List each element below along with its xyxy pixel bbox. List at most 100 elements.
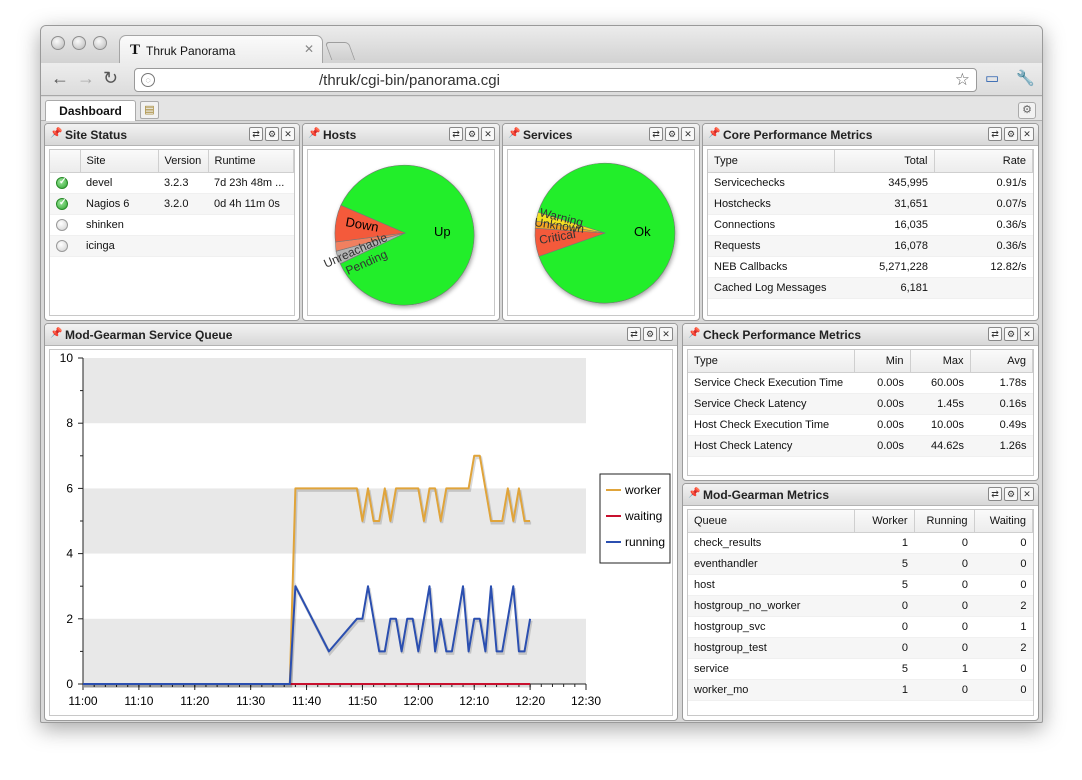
refresh-icon[interactable]: ⇄ xyxy=(988,487,1002,501)
column-header-max[interactable]: Max xyxy=(910,350,971,373)
new-tab-button[interactable] xyxy=(324,42,356,60)
table-row[interactable]: Hostchecks 31,651 0.07/s xyxy=(708,193,1033,215)
table-row[interactable]: Service Check Execution Time 0.00s 60.00s 1… xyxy=(688,372,1033,394)
table-row[interactable]: check_results 1 0 0 xyxy=(688,532,1033,554)
settings-icon[interactable]: ⚙ xyxy=(643,327,657,341)
table-row[interactable]: shinken xyxy=(50,214,294,236)
series-line-running xyxy=(83,585,532,685)
table-row[interactable]: hostgroup_svc 0 0 1 xyxy=(688,616,1033,638)
tab-close-icon[interactable]: ✕ xyxy=(303,42,314,56)
pin-icon[interactable]: 📌 xyxy=(308,128,321,139)
close-icon[interactable]: ✕ xyxy=(481,127,495,141)
close-icon[interactable]: ✕ xyxy=(659,327,673,341)
page-action-icon[interactable]: ▭ xyxy=(985,70,1000,87)
settings-icon[interactable]: ⚙ xyxy=(265,127,279,141)
add-tab-icon[interactable]: ▤ xyxy=(140,101,159,119)
table-row[interactable]: Host Check Latency 0.00s 44.62s 1.26s xyxy=(688,435,1033,457)
pin-icon[interactable]: 📌 xyxy=(708,128,721,139)
column-header-waiting[interactable]: Waiting xyxy=(974,510,1033,533)
forward-arrow-icon[interactable]: → xyxy=(77,68,95,88)
table-row[interactable]: service 5 1 0 xyxy=(688,658,1033,680)
close-icon[interactable]: ✕ xyxy=(1020,487,1034,501)
column-header-running[interactable]: Running xyxy=(914,510,975,533)
cell-runtime: 7d 23h 48m ... xyxy=(208,172,294,194)
settings-icon[interactable]: ⚙ xyxy=(665,127,679,141)
refresh-icon[interactable]: ⇄ xyxy=(988,327,1002,341)
column-header-worker[interactable]: Worker xyxy=(854,510,915,533)
back-arrow-icon[interactable]: ← xyxy=(51,68,69,88)
close-icon[interactable]: ✕ xyxy=(1020,127,1034,141)
wrench-icon[interactable]: 🔧 xyxy=(1016,70,1035,87)
cell-worker: 0 xyxy=(854,637,914,659)
settings-icon[interactable]: ⚙ xyxy=(1004,127,1018,141)
hosts-pie-chart: Up Down Unreachable Pending xyxy=(322,164,475,306)
table-row[interactable]: Servicechecks 345,995 0.91/s xyxy=(708,172,1033,194)
cell-rate: 0.36/s xyxy=(934,235,1033,257)
pin-icon[interactable]: 📌 xyxy=(688,328,701,339)
table-row[interactable]: Service Check Latency 0.00s 1.45s 0.16s xyxy=(688,393,1033,415)
browser-tab[interactable]: T Thruk Panorama ✕ xyxy=(119,35,323,64)
settings-icon[interactable]: ⚙ xyxy=(465,127,479,141)
pie-slice-up[interactable] xyxy=(339,164,475,306)
pin-icon[interactable]: 📌 xyxy=(50,128,63,139)
close-icon[interactable]: ✕ xyxy=(1020,327,1034,341)
cell-status xyxy=(50,214,80,236)
pie-slice-down[interactable] xyxy=(334,204,407,243)
panel-header: 📌 Services ⇄ ⚙ ✕ xyxy=(503,124,699,146)
bookmark-star-icon[interactable]: ☆ xyxy=(954,70,970,89)
table-row[interactable]: hostgroup_no_worker 0 0 2 xyxy=(688,595,1033,617)
refresh-icon[interactable]: ⇄ xyxy=(627,327,641,341)
pie-slice-warning[interactable] xyxy=(535,211,606,234)
cell-type: Host Check Latency xyxy=(688,435,854,457)
table-row[interactable]: host 5 0 0 xyxy=(688,574,1033,596)
gearman-metrics-table: Queue Worker Running Waiting check_resul… xyxy=(688,510,1033,701)
table-row[interactable]: Cached Log Messages 6,181 xyxy=(708,277,1033,299)
settings-gear-icon[interactable]: ⚙ xyxy=(1018,102,1036,119)
address-bar[interactable]: ◌ /thruk/cgi-bin/panorama.cgi ☆ xyxy=(134,68,977,92)
column-header-runtime[interactable]: Runtime xyxy=(208,150,294,173)
close-window-button[interactable] xyxy=(51,36,65,50)
tab-dashboard[interactable]: Dashboard xyxy=(45,100,136,121)
column-header-status[interactable] xyxy=(50,150,81,173)
refresh-icon[interactable]: ⇄ xyxy=(988,127,1002,141)
close-icon[interactable]: ✕ xyxy=(681,127,695,141)
column-header-total[interactable]: Total xyxy=(834,150,935,173)
globe-icon: ◌ xyxy=(141,73,155,87)
table-row[interactable]: icinga xyxy=(50,235,294,257)
check-metrics-table: Type Min Max Avg Service Check Execution… xyxy=(688,350,1033,457)
table-row[interactable]: Nagios 63.2.00d 4h 11m 0s xyxy=(50,193,294,215)
refresh-icon[interactable]: ⇄ xyxy=(449,127,463,141)
pin-icon[interactable]: 📌 xyxy=(50,328,63,339)
column-header-avg[interactable]: Avg xyxy=(970,350,1033,373)
x-tick-label: 12:10 xyxy=(459,694,489,708)
cell-avg: 0.16s xyxy=(970,393,1033,415)
refresh-icon[interactable]: ⇄ xyxy=(249,127,263,141)
table-row[interactable]: Requests 16,078 0.36/s xyxy=(708,235,1033,257)
zoom-window-button[interactable] xyxy=(93,36,107,50)
column-header-version[interactable]: Version xyxy=(158,150,209,173)
refresh-icon[interactable]: ⇄ xyxy=(649,127,663,141)
column-header-type[interactable]: Type xyxy=(688,350,855,373)
table-row[interactable]: eventhandler 5 0 0 xyxy=(688,553,1033,575)
pin-icon[interactable]: 📌 xyxy=(688,488,701,499)
minimize-window-button[interactable] xyxy=(72,36,86,50)
table-row[interactable]: NEB Callbacks 5,271,228 12.82/s xyxy=(708,256,1033,278)
table-row[interactable]: worker_mo 1 0 0 xyxy=(688,679,1033,701)
column-header-type[interactable]: Type xyxy=(708,150,835,173)
table-row[interactable]: hostgroup_test 0 0 2 xyxy=(688,637,1033,659)
settings-icon[interactable]: ⚙ xyxy=(1004,487,1018,501)
cell-max: 1.45s xyxy=(910,393,970,415)
cell-running: 0 xyxy=(914,679,974,701)
table-row[interactable]: Host Check Execution Time 0.00s 10.00s 0.49… xyxy=(688,414,1033,436)
column-header-queue[interactable]: Queue xyxy=(688,510,855,533)
table-row[interactable]: Connections 16,035 0.36/s xyxy=(708,214,1033,236)
column-header-site[interactable]: Site xyxy=(80,150,159,173)
reload-icon[interactable]: ↻ xyxy=(103,68,119,88)
column-header-rate[interactable]: Rate xyxy=(934,150,1033,173)
pin-icon[interactable]: 📌 xyxy=(508,128,521,139)
close-icon[interactable]: ✕ xyxy=(281,127,295,141)
column-header-min[interactable]: Min xyxy=(854,350,911,373)
pie-slice-ok[interactable] xyxy=(537,162,676,304)
settings-icon[interactable]: ⚙ xyxy=(1004,327,1018,341)
